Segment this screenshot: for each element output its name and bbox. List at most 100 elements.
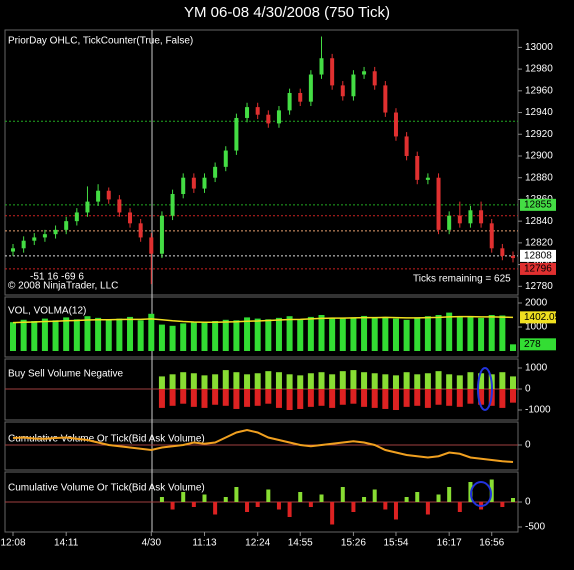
y-tick-label: 0 — [525, 384, 531, 395]
candle-body — [500, 248, 505, 256]
bar — [351, 502, 356, 512]
bar — [446, 312, 453, 351]
bar — [255, 502, 260, 507]
bar — [297, 389, 304, 409]
bar — [20, 319, 27, 351]
bar — [510, 344, 516, 351]
candle-body — [436, 177, 441, 230]
candle-body — [479, 210, 484, 224]
candle-body — [202, 177, 207, 189]
price-tag-label: 12855 — [524, 199, 552, 210]
panel-label: VOL, VOLMA(12) — [8, 306, 86, 317]
candle-body — [42, 234, 47, 238]
candle-body — [159, 215, 164, 254]
bar — [371, 389, 378, 408]
bar — [414, 317, 421, 351]
bar — [244, 389, 251, 407]
value-tag — [520, 338, 556, 351]
bar — [105, 319, 112, 351]
bar — [403, 389, 410, 407]
highlight-ellipse — [477, 367, 493, 411]
candle-body — [223, 150, 228, 167]
bar — [361, 372, 368, 390]
bar — [319, 494, 324, 502]
value-tag — [520, 311, 556, 324]
bar — [10, 322, 16, 351]
bar — [298, 492, 303, 502]
annotation: Ticks remaining = 625 — [413, 274, 511, 285]
highlight-ellipse — [470, 481, 492, 507]
bar — [510, 376, 516, 390]
candle-body — [234, 117, 239, 151]
candle-body — [511, 255, 515, 259]
bar — [307, 389, 314, 407]
bar — [180, 323, 187, 351]
bar — [169, 374, 176, 390]
bar — [446, 389, 453, 406]
bar — [404, 497, 409, 502]
bar — [488, 315, 495, 351]
bar — [340, 487, 345, 502]
bar — [339, 389, 346, 405]
y-tick-label: 12840 — [525, 216, 553, 227]
bar — [190, 322, 197, 351]
bar — [414, 374, 421, 390]
candle-body — [489, 223, 494, 249]
candle-body — [64, 221, 69, 230]
y-tick-label: 0 — [525, 497, 531, 508]
candle-body — [170, 193, 175, 216]
bar — [382, 374, 389, 390]
bar — [350, 317, 357, 351]
x-tick-label: 16:56 — [479, 538, 504, 549]
bar — [233, 389, 240, 409]
bar — [52, 320, 59, 351]
x-tick-label: 14:11 — [54, 538, 79, 549]
bar — [266, 489, 271, 502]
price-tag-label: 12796 — [524, 264, 552, 275]
bar — [403, 372, 410, 390]
x-tick-label: 15:26 — [341, 538, 366, 549]
bar — [478, 389, 485, 405]
bar — [318, 315, 325, 351]
bar — [191, 502, 196, 507]
bar — [212, 321, 219, 351]
candle-body — [74, 212, 79, 222]
bar — [350, 389, 357, 404]
candle-body — [298, 92, 303, 102]
bar — [499, 315, 506, 351]
panel-label: Cumulative Volume Or Tick(Bid Ask Volume… — [8, 483, 205, 494]
candle-body — [21, 240, 26, 249]
candle-body — [138, 223, 143, 238]
bar — [456, 389, 463, 407]
bar — [286, 374, 293, 390]
bar — [180, 389, 187, 404]
bar — [467, 389, 474, 404]
bar — [435, 315, 442, 351]
candle-body — [393, 112, 398, 137]
bar — [275, 389, 282, 408]
bar — [329, 374, 336, 390]
bar — [339, 371, 346, 390]
bar — [265, 389, 272, 404]
bar — [275, 372, 282, 390]
bar — [318, 389, 325, 406]
bar — [244, 317, 251, 351]
bar — [318, 372, 325, 390]
candle-body — [468, 210, 473, 224]
candle-body — [245, 107, 250, 118]
bar — [392, 389, 399, 411]
candle-body — [276, 110, 281, 124]
candle-body — [266, 114, 271, 124]
price-tag — [520, 262, 556, 275]
bar — [158, 324, 165, 351]
bar — [201, 375, 208, 390]
candle-body — [106, 190, 111, 200]
price-tag-label: 12808 — [524, 251, 552, 262]
bar — [393, 502, 398, 520]
bar — [350, 370, 357, 390]
bar — [190, 373, 197, 390]
bar — [31, 321, 38, 351]
bar — [181, 492, 186, 502]
